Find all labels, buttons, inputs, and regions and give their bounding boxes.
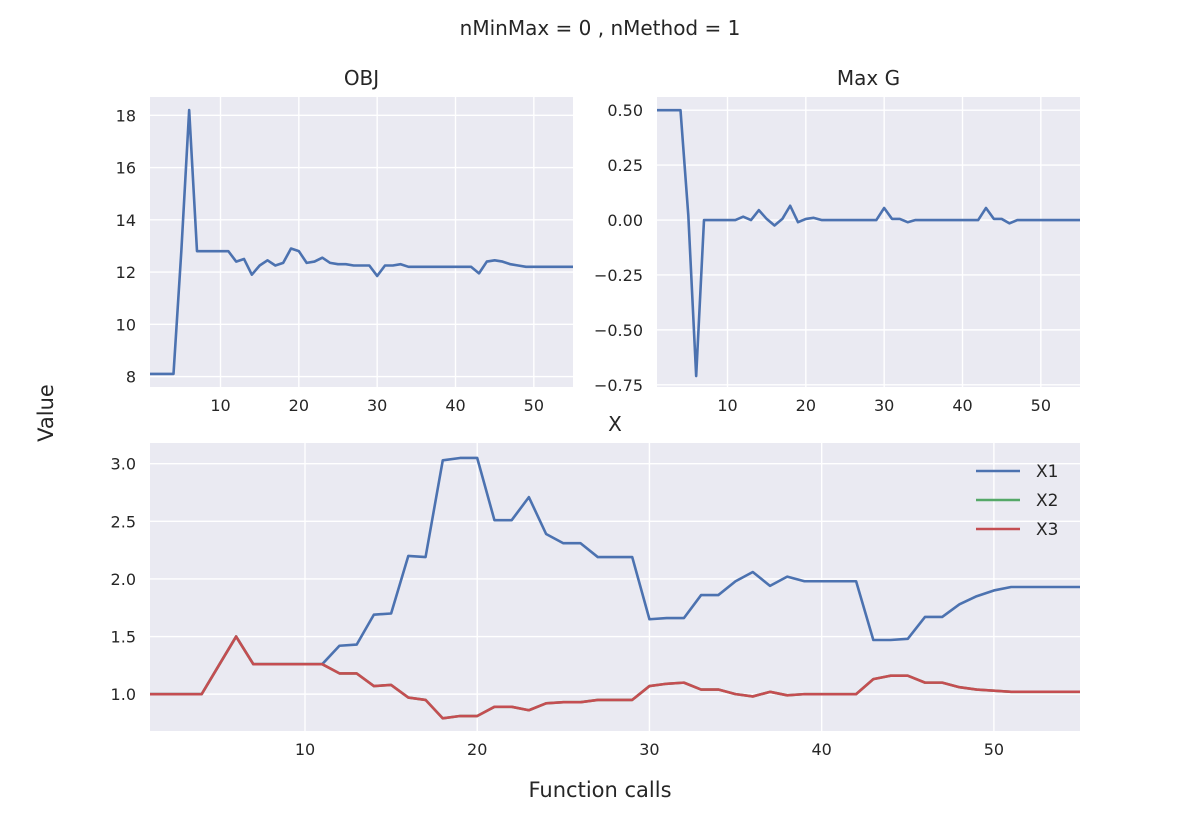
legend-label: X1: [1036, 462, 1058, 482]
plot-area: [150, 97, 573, 387]
y-tick-label: 3.0: [111, 455, 136, 474]
x-tick-label: 10: [717, 396, 737, 415]
y-tick-label: 0.00: [607, 211, 643, 230]
chart-panel-2: 10 20 30 40 50 −0.75 −0.50 −0.25 0.00 0.25 0.50 Max…: [594, 66, 1080, 415]
charts-container: 10 20 30 40 50 8 10 12 14 16 18 OBJ 10 20 30 40 50 −0.75 −…: [111, 66, 1080, 759]
x-tick-label: 50: [984, 740, 1004, 759]
series-line-2: [657, 108, 1080, 378]
chart-panel-3: 10 20 30 40 50 1.0 1.5 2.0 2.5 3.0 X X1 X2 X3: [111, 412, 1080, 759]
x-tick-label: 30: [874, 396, 894, 415]
legend-label: X3: [1036, 520, 1058, 540]
chart-panel-1: 10 20 30 40 50 8 10 12 14 16 18 OBJ: [116, 66, 573, 415]
x-tick-label: 10: [295, 740, 315, 759]
x-tick-label: 20: [289, 396, 309, 415]
y-tick-label: 1.0: [111, 685, 136, 704]
x-tick-label: 40: [445, 396, 465, 415]
y-tick-label: −0.25: [594, 266, 643, 285]
x-tick-label: 40: [952, 396, 972, 415]
series-line-x3: [150, 635, 1080, 720]
y-tick-label: 16: [116, 159, 136, 178]
y-tick-label: −0.75: [594, 376, 643, 395]
x-tick-label: 30: [367, 396, 387, 415]
plot-area: [657, 97, 1080, 387]
y-tick-label: 2.0: [111, 570, 136, 589]
chart-title: X: [608, 412, 622, 436]
x-tick-label: 40: [811, 740, 831, 759]
x-tick-label: 10: [210, 396, 230, 415]
x-tick-label: 50: [1031, 396, 1051, 415]
y-tick-label: −0.50: [594, 321, 643, 340]
figure-suptitle: nMinMax = 0 , nMethod = 1: [460, 16, 741, 40]
x-tick-label: 20: [796, 396, 816, 415]
chart-title: OBJ: [344, 66, 379, 90]
x-tick-label: 50: [524, 396, 544, 415]
legend-label: X2: [1036, 491, 1058, 511]
series-line-1: [150, 108, 573, 376]
x-tick-label: 30: [639, 740, 659, 759]
chart-title: Max G: [837, 66, 900, 90]
x-tick-label: 20: [467, 740, 487, 759]
y-tick-label: 1.5: [111, 628, 136, 647]
y-tick-label: 0.25: [607, 156, 643, 175]
y-tick-label: 8: [126, 368, 136, 387]
y-tick-label: 10: [116, 315, 136, 334]
figure-ylabel: Value: [34, 384, 58, 442]
y-tick-label: 18: [116, 106, 136, 125]
plot-area: [150, 443, 1080, 731]
y-tick-label: 12: [116, 263, 136, 282]
y-tick-label: 0.50: [607, 101, 643, 120]
y-tick-label: 14: [116, 211, 136, 230]
y-tick-label: 2.5: [111, 512, 136, 531]
figure-xlabel: Function calls: [528, 778, 671, 802]
